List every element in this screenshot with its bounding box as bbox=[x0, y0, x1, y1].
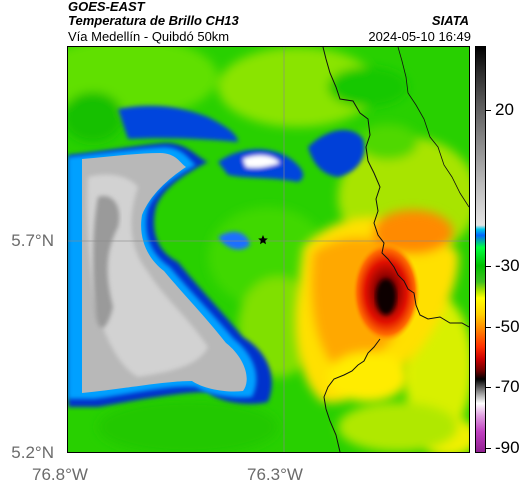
satellite-map[interactable] bbox=[67, 46, 470, 453]
colorbar-label: 20 bbox=[495, 100, 514, 119]
colorbar-tick bbox=[486, 327, 491, 328]
lat-label-upper: 5.7°N bbox=[11, 231, 54, 250]
brightness-temperature-field bbox=[68, 47, 469, 452]
cold-band bbox=[118, 105, 365, 250]
lon-label-right: 76.3°W bbox=[247, 465, 303, 484]
border-line-east bbox=[397, 47, 469, 208]
lat-label-lower: 5.2°N bbox=[11, 443, 54, 462]
graticule bbox=[68, 47, 469, 452]
colorbar-tick bbox=[486, 266, 491, 267]
datetime-label: 2024-05-10 16:49 bbox=[368, 29, 471, 44]
colorbar-tick bbox=[486, 448, 491, 449]
border-line bbox=[322, 47, 469, 328]
star-marker bbox=[258, 235, 268, 245]
colorbar bbox=[475, 46, 486, 453]
lon-label-left: 76.8°W bbox=[32, 465, 88, 484]
colorbar-tick bbox=[486, 387, 491, 388]
colorbar-label: -30 bbox=[495, 256, 520, 275]
border-line-south bbox=[323, 338, 381, 452]
colorbar-label: -70 bbox=[495, 377, 520, 396]
clear-sky-region bbox=[68, 143, 272, 407]
colorbar-label: -50 bbox=[495, 317, 520, 336]
colorbar-label: -90 bbox=[495, 438, 520, 457]
organization-label: SIATA bbox=[431, 13, 469, 28]
satellite-name: GOES-EAST bbox=[68, 0, 145, 14]
colorbar-tick bbox=[486, 110, 491, 111]
product-title: Temperatura de Brillo CH13 bbox=[68, 13, 239, 28]
location-label: Vía Medellín - Quibdó 50km bbox=[68, 29, 230, 44]
